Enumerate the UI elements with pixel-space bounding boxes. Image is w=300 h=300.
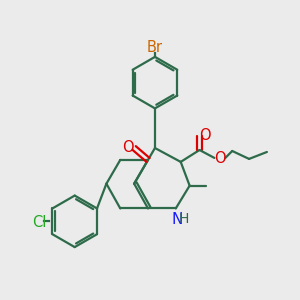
- Text: Br: Br: [147, 40, 163, 56]
- Text: O: O: [214, 152, 226, 166]
- Text: O: O: [122, 140, 134, 154]
- Text: N: N: [171, 212, 182, 227]
- Text: H: H: [178, 212, 189, 226]
- Text: Cl: Cl: [32, 215, 46, 230]
- Text: O: O: [199, 128, 210, 142]
